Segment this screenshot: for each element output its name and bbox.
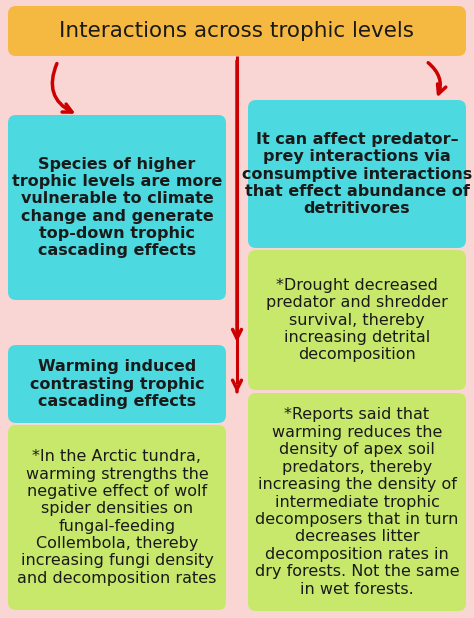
FancyBboxPatch shape <box>248 393 466 611</box>
Text: Warming induced
contrasting trophic
cascading effects: Warming induced contrasting trophic casc… <box>30 359 204 409</box>
FancyBboxPatch shape <box>248 250 466 390</box>
Text: *In the Arctic tundra,
warming strengths the
negative effect of wolf
spider dens: *In the Arctic tundra, warming strengths… <box>18 449 217 586</box>
Text: *Reports said that
warming reduces the
density of apex soil
predators, thereby
i: *Reports said that warming reduces the d… <box>255 407 459 596</box>
FancyBboxPatch shape <box>8 6 466 56</box>
FancyBboxPatch shape <box>8 425 226 610</box>
FancyBboxPatch shape <box>8 115 226 300</box>
FancyBboxPatch shape <box>248 100 466 248</box>
Text: Interactions across trophic levels: Interactions across trophic levels <box>60 21 414 41</box>
FancyBboxPatch shape <box>8 345 226 423</box>
Text: Species of higher
trophic levels are more
vulnerable to climate
change and gener: Species of higher trophic levels are mor… <box>12 156 222 258</box>
Text: *Drought decreased
predator and shredder
survival, thereby
increasing detrital
d: *Drought decreased predator and shredder… <box>266 277 448 362</box>
Text: It can affect predator–
prey interactions via
consumptive interactions
that effe: It can affect predator– prey interaction… <box>242 132 472 216</box>
